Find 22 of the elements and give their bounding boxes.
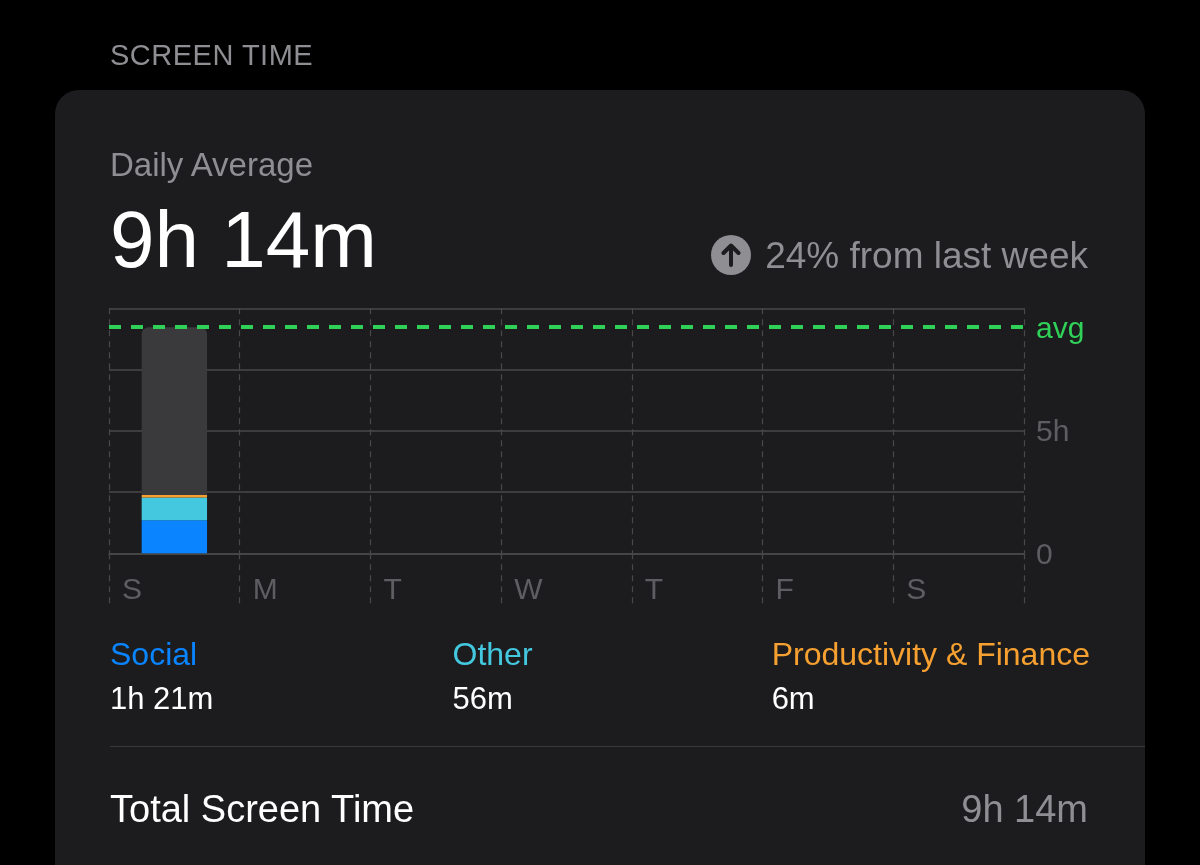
y-tick-label: 0	[1036, 536, 1053, 570]
text: 9h 14m	[961, 788, 1088, 830]
x-tick-label: S	[906, 571, 927, 605]
x-tick-label: M	[252, 571, 278, 605]
x-tick-label: T	[644, 571, 664, 605]
text: 9h 14m	[110, 195, 377, 284]
text: 24% from last week	[765, 234, 1088, 276]
x-tick-label: S	[122, 571, 143, 605]
y-tick-label: 5h	[1036, 414, 1070, 448]
ref-line-label: avg	[1036, 310, 1085, 344]
text: 1h 21m	[110, 681, 214, 716]
text: Social	[110, 636, 199, 672]
text: Total Screen Time	[110, 788, 415, 830]
x-tick-label: T	[383, 571, 402, 605]
x-tick-label: W	[514, 571, 544, 605]
text: Productivity & Finance	[771, 636, 1090, 672]
chart-title: SCREEN TIME	[110, 39, 314, 71]
text: 56m	[452, 681, 514, 716]
text: Other	[452, 636, 533, 672]
chart-subtitle: Daily Average	[110, 146, 314, 183]
text: 6m	[771, 681, 816, 716]
x-tick-label: F	[775, 571, 794, 605]
